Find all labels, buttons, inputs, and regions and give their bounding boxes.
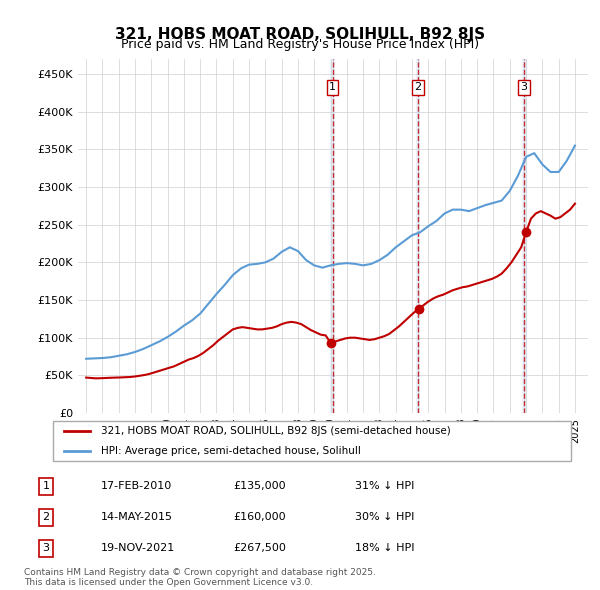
Text: £160,000: £160,000 [234,512,286,522]
Text: 2: 2 [415,83,422,92]
Text: £267,500: £267,500 [234,543,287,553]
Text: Price paid vs. HM Land Registry's House Price Index (HPI): Price paid vs. HM Land Registry's House … [121,38,479,51]
Text: 30% ↓ HPI: 30% ↓ HPI [355,512,415,522]
Bar [330,59,335,413]
Text: 17-FEB-2010: 17-FEB-2010 [101,481,173,491]
Text: 321, HOBS MOAT ROAD, SOLIHULL, B92 8JS (semi-detached house): 321, HOBS MOAT ROAD, SOLIHULL, B92 8JS (… [101,427,451,436]
Text: 14-MAY-2015: 14-MAY-2015 [101,512,173,522]
Text: 1: 1 [43,481,50,491]
Text: 3: 3 [521,83,527,92]
Bar [521,59,527,413]
Text: 321, HOBS MOAT ROAD, SOLIHULL, B92 8JS: 321, HOBS MOAT ROAD, SOLIHULL, B92 8JS [115,27,485,41]
Text: 2: 2 [43,512,50,522]
Bar [416,59,421,413]
Text: 18% ↓ HPI: 18% ↓ HPI [355,543,415,553]
Text: 31% ↓ HPI: 31% ↓ HPI [355,481,415,491]
FancyBboxPatch shape [53,421,571,461]
Text: 3: 3 [43,543,50,553]
Text: 19-NOV-2021: 19-NOV-2021 [101,543,176,553]
Text: 1: 1 [329,83,336,92]
Text: Contains HM Land Registry data © Crown copyright and database right 2025.
This d: Contains HM Land Registry data © Crown c… [24,568,376,587]
Text: £135,000: £135,000 [234,481,286,491]
Text: HPI: Average price, semi-detached house, Solihull: HPI: Average price, semi-detached house,… [101,446,361,455]
